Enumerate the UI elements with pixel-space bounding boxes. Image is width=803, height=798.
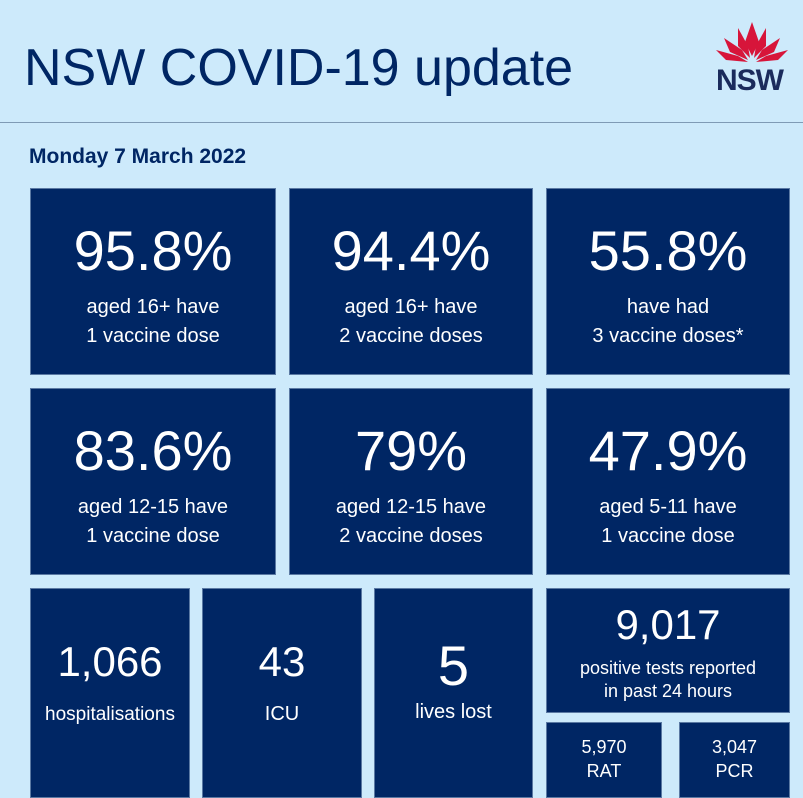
nsw-logo-text: NSW <box>716 64 784 97</box>
stat-value: 47.9% <box>588 419 748 482</box>
stat-label: ICU <box>264 703 300 725</box>
stat-value: 94.4% <box>331 219 491 282</box>
stat-label: aged 16+ have <box>86 296 220 318</box>
hospitalisations-tile: 1,066 hospitalisations <box>30 588 190 798</box>
stat-label: hospitalisations <box>45 704 175 725</box>
positive-tests-tile: 9,017 positive tests reported in past 24 h… <box>546 588 790 713</box>
stat-value: 83.6% <box>73 419 233 482</box>
stat-tile: 83.6% aged 12-15 have 1 vaccine dose <box>30 388 276 575</box>
stat-label: aged 12-15 have <box>77 496 229 518</box>
stat-label: lives lost <box>415 701 492 723</box>
stat-value: 95.8% <box>73 219 233 282</box>
stat-tile: 47.9% aged 5-11 have 1 vaccine dose <box>546 388 790 575</box>
stat-label: in past 24 hours <box>603 681 733 701</box>
stat-label: aged 12-15 have <box>335 496 487 518</box>
lives-lost-tile: 5 lives lost <box>374 588 533 798</box>
stat-label: 2 vaccine doses <box>339 325 483 347</box>
pcr-label: PCR <box>715 761 754 781</box>
stat-label: 1 vaccine dose <box>86 525 220 547</box>
rat-tile: 5,970 RAT <box>546 722 662 798</box>
stat-label: 1 vaccine dose <box>601 525 735 547</box>
stat-tile: 55.8% have had 3 vaccine doses* <box>546 188 790 375</box>
stat-tile: 95.8% aged 16+ have 1 vaccine dose <box>30 188 276 375</box>
stat-label: 1 vaccine dose <box>86 325 220 347</box>
stat-value: 79% <box>354 419 468 482</box>
pcr-value: 3,047 <box>711 737 758 757</box>
stat-label: have had <box>626 296 710 318</box>
stat-value: 55.8% <box>588 219 748 282</box>
pcr-tile: 3,047 PCR <box>679 722 790 798</box>
header-divider <box>0 122 803 123</box>
stat-label: aged 16+ have <box>344 296 478 318</box>
stat-value: 5 <box>437 634 470 697</box>
stat-label: 3 vaccine doses* <box>592 325 744 347</box>
stat-tile: 94.4% aged 16+ have 2 vaccine doses <box>289 188 533 375</box>
rat-value: 5,970 <box>581 737 627 757</box>
stat-tile: 79% aged 12-15 have 2 vaccine doses <box>289 388 533 575</box>
icu-tile: 43 ICU <box>202 588 362 798</box>
report-date: Monday 7 March 2022 <box>29 145 247 168</box>
page-title: NSW COVID-19 update <box>24 39 574 97</box>
stat-value: 9,017 <box>615 601 721 648</box>
stat-label: aged 5-11 have <box>599 496 737 518</box>
stat-label: positive tests reported <box>579 658 757 678</box>
nsw-waratah-logo-icon <box>716 22 788 62</box>
stat-value: 1,066 <box>57 638 163 685</box>
stat-label: 2 vaccine doses <box>339 525 483 547</box>
stat-value: 43 <box>258 638 306 685</box>
rat-label: RAT <box>586 761 622 781</box>
